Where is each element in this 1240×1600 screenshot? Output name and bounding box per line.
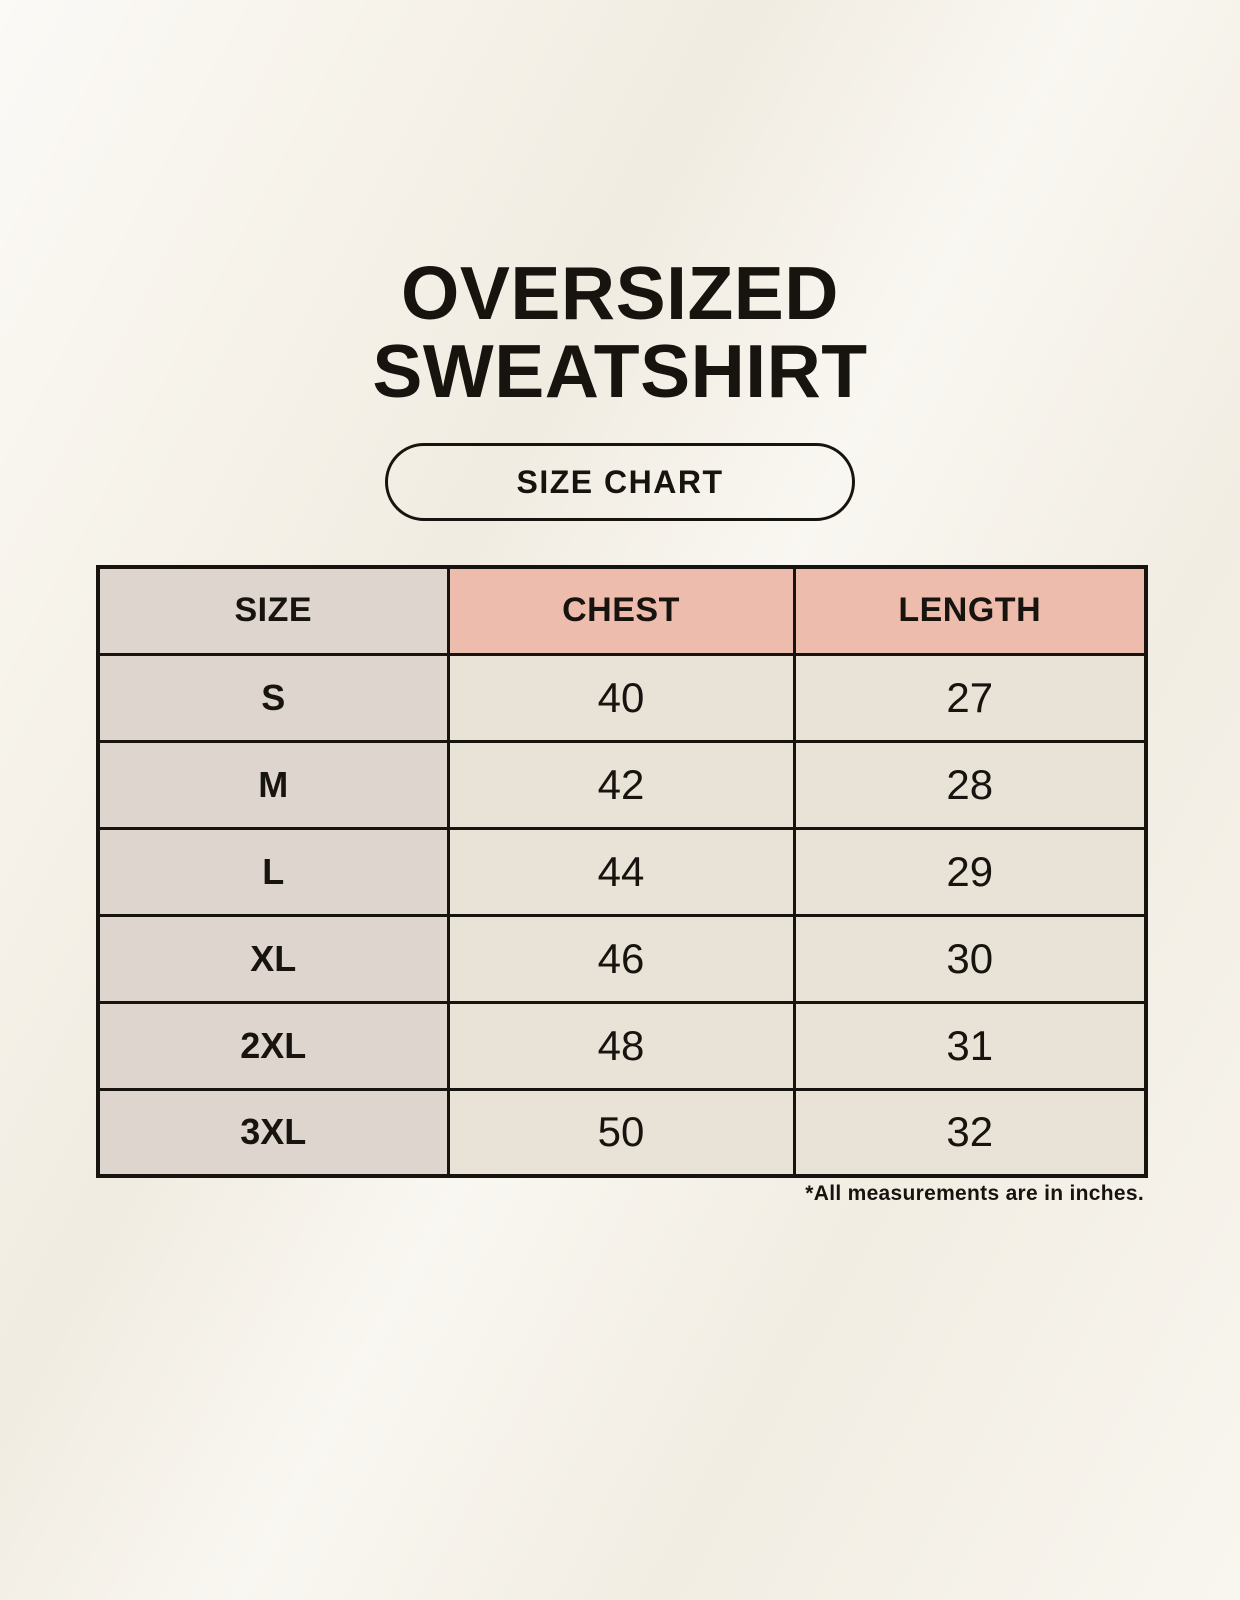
table-row: M 42 28 [96, 739, 1148, 830]
length-value: 32 [792, 1087, 1148, 1178]
length-value: 29 [792, 826, 1148, 917]
header-length: LENGTH [792, 565, 1148, 656]
length-value: 31 [792, 1000, 1148, 1091]
chest-value: 42 [446, 739, 796, 830]
chest-value: 40 [446, 652, 796, 743]
size-label: M [96, 739, 450, 830]
size-label: 3XL [96, 1087, 450, 1178]
table-row: XL 46 30 [96, 913, 1148, 1004]
chest-value: 48 [446, 1000, 796, 1091]
chest-value: 44 [446, 826, 796, 917]
size-label: S [96, 652, 450, 743]
length-value: 28 [792, 739, 1148, 830]
chest-value: 46 [446, 913, 796, 1004]
size-label: L [96, 826, 450, 917]
page-title: OVERSIZED SWEATSHIRT [0, 254, 1240, 410]
size-chart-button[interactable]: SIZE CHART [385, 443, 855, 521]
table-row: L 44 29 [96, 826, 1148, 917]
table-header-row: SIZE CHEST LENGTH [96, 565, 1148, 656]
size-chart-button-label: SIZE CHART [516, 463, 724, 500]
header-size: SIZE [96, 565, 450, 656]
length-value: 27 [792, 652, 1148, 743]
page-title-text: OVERSIZED SWEATSHIRT [372, 251, 868, 414]
size-label: XL [96, 913, 450, 1004]
size-chart-table: SIZE CHEST LENGTH S 40 27 M 42 28 L 44 2… [96, 565, 1148, 1178]
length-value: 30 [792, 913, 1148, 1004]
size-label: 2XL [96, 1000, 450, 1091]
measurements-footnote: *All measurements are in inches. [805, 1182, 1144, 1205]
table-row: 3XL 50 32 [96, 1087, 1148, 1178]
chest-value: 50 [446, 1087, 796, 1178]
header-chest: CHEST [446, 565, 796, 656]
table-row: S 40 27 [96, 652, 1148, 743]
table-row: 2XL 48 31 [96, 1000, 1148, 1091]
